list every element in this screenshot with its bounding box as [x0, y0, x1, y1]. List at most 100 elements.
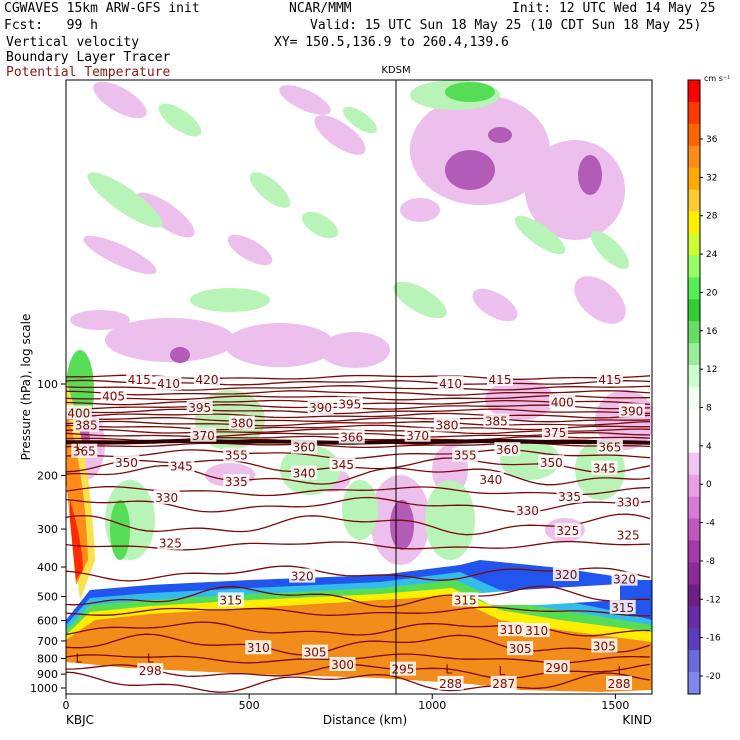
x-tick-label: 1000 — [418, 699, 446, 712]
theta-contour — [66, 513, 651, 536]
theta-label-bg — [556, 488, 583, 503]
theta-label-bg — [538, 455, 565, 470]
theta-label: 287 — [492, 677, 515, 691]
theta-label-bg — [245, 640, 272, 655]
init-time: Init: 12 UTC Wed 14 May 25 — [512, 1, 716, 16]
low-marker: L — [147, 652, 154, 666]
theta-label: 295 — [391, 663, 414, 677]
theta-label-bg — [591, 460, 618, 475]
theta-label: 340 — [293, 467, 316, 481]
theta-label: 365 — [73, 445, 96, 459]
theta-contour — [66, 442, 651, 449]
theta-label: 330 — [516, 504, 539, 518]
theta-label: 320 — [613, 573, 636, 587]
y-axis-title: Pressure (hPa), log scale — [19, 314, 33, 461]
theta-contour — [66, 416, 651, 423]
theta-label: 305 — [509, 642, 532, 656]
theta-label-bg — [483, 413, 510, 428]
theta-label: 330 — [155, 491, 178, 505]
theta-label: 390 — [309, 401, 332, 415]
theta-label-bg — [73, 417, 100, 432]
field-vertical-velocity: Vertical velocity — [6, 35, 140, 50]
colorbar-label: -8 — [706, 557, 715, 567]
model-title: CGWAVES 15km ARW-GFS init — [4, 1, 200, 16]
theta-label: 335 — [225, 475, 248, 489]
theta-label: 350 — [115, 456, 138, 470]
y-tick-label: 1000 — [30, 682, 58, 695]
x-tick-label: 0 — [63, 699, 70, 712]
theta-label-bg — [291, 439, 318, 454]
colorbar-swatch — [688, 518, 700, 541]
x-start-station: KBJC — [66, 713, 94, 727]
colorbar-swatch — [688, 474, 700, 498]
colorbar-swatch — [688, 167, 700, 191]
colorbar-label: -16 — [706, 634, 721, 644]
theta-label-bg — [487, 371, 514, 386]
theta-label: 330 — [617, 495, 640, 509]
theta-label-bg — [615, 527, 642, 542]
colorbar-label: 32 — [706, 173, 717, 183]
theta-label: 288 — [608, 677, 631, 691]
colorbar-swatch — [688, 540, 700, 563]
colorbar-swatch — [688, 387, 700, 410]
colorbar-label: 12 — [706, 365, 717, 375]
theta-label-bg — [606, 675, 633, 690]
colorbar-swatch — [688, 101, 700, 125]
theta-label-bg — [618, 403, 645, 418]
theta-label-bg — [190, 427, 217, 442]
low-marker: L — [75, 652, 82, 666]
colorbar-label: -4 — [706, 519, 715, 529]
theta-label-bg — [404, 427, 431, 442]
theta-contour — [66, 385, 651, 391]
theta-label: 320 — [554, 568, 577, 582]
theta-label: 310 — [525, 624, 548, 638]
theta-label: 365 — [598, 441, 621, 455]
theta-label-bg — [100, 388, 127, 403]
theta-label: 345 — [593, 462, 616, 476]
colorbar-swatch — [688, 408, 700, 432]
theta-label-bg — [194, 371, 221, 386]
colorbar-swatch — [688, 452, 700, 476]
theta-label-bg — [541, 425, 568, 440]
theta-label: 390 — [620, 404, 643, 418]
colorbar-swatch — [688, 299, 700, 322]
theta-label: 335 — [558, 490, 581, 504]
colorbar-label: 36 — [706, 135, 718, 145]
colorbar-swatch — [688, 606, 700, 629]
theta-label: 415 — [128, 373, 151, 387]
theta-label-bg — [543, 660, 570, 675]
colorbar-swatch — [688, 321, 700, 344]
y-tick-label: 100 — [37, 378, 58, 391]
theta-contour — [66, 621, 650, 637]
y-tick-label: 600 — [37, 615, 58, 628]
colorbar-units: cm s⁻¹ — [704, 74, 730, 83]
colorbar-frame — [687, 79, 701, 695]
colorbar-swatch — [688, 255, 700, 278]
colorbar-swatch — [688, 562, 700, 585]
colorbar-swatch — [688, 233, 700, 256]
organization: NCAR/MMM — [289, 1, 352, 16]
theta-label: 315 — [611, 601, 634, 615]
theta-label: 366 — [340, 431, 363, 445]
colorbar-label: 24 — [706, 250, 718, 260]
theta-label-bg — [289, 568, 316, 583]
x-axis: 0 500 1000 1500 — [63, 694, 629, 712]
theta-label-bg — [497, 622, 524, 637]
colorbar-swatch — [688, 584, 700, 607]
theta-contour — [66, 374, 651, 380]
theta-label: 315 — [454, 593, 477, 607]
theta-label: 315 — [219, 593, 242, 607]
theta-label-bg — [228, 415, 255, 430]
theta-contour — [66, 671, 651, 693]
y-tick-label: 700 — [37, 635, 58, 648]
low-marker: L — [445, 663, 452, 677]
colorbar-label: 0 — [706, 480, 712, 490]
low-marker: L — [75, 439, 82, 453]
theta-label: 288 — [439, 677, 462, 691]
theta-label-bg — [223, 447, 250, 462]
theta-contour — [66, 633, 651, 656]
theta-label-bg — [596, 371, 623, 386]
theta-label: 290 — [545, 661, 568, 675]
